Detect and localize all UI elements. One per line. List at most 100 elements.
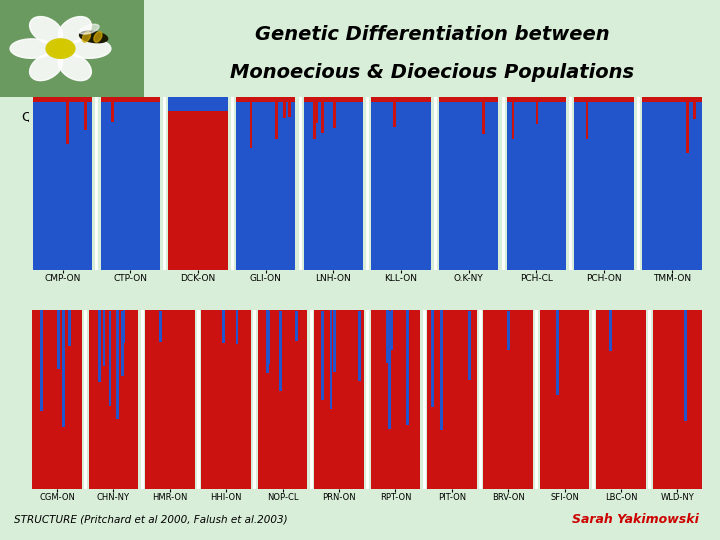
Bar xyxy=(313,103,316,139)
Text: Sarah Yakimowski: Sarah Yakimowski xyxy=(572,513,698,526)
Bar xyxy=(372,103,431,270)
Bar xyxy=(289,103,291,117)
Bar xyxy=(168,97,228,111)
Bar xyxy=(684,310,687,421)
Bar xyxy=(507,97,566,103)
Bar xyxy=(275,103,278,139)
Ellipse shape xyxy=(58,53,91,80)
Bar xyxy=(122,310,125,343)
Bar xyxy=(160,310,162,342)
Bar xyxy=(84,103,87,131)
Bar xyxy=(372,97,431,103)
Bar xyxy=(440,310,443,430)
Bar xyxy=(393,103,395,127)
Ellipse shape xyxy=(94,32,102,42)
Bar xyxy=(250,103,252,148)
Bar xyxy=(536,103,539,124)
Bar xyxy=(642,97,701,103)
Bar xyxy=(388,310,391,429)
Bar xyxy=(386,310,389,363)
Ellipse shape xyxy=(30,53,63,80)
Bar xyxy=(267,310,270,364)
Bar xyxy=(202,310,251,489)
Ellipse shape xyxy=(82,32,91,42)
Bar xyxy=(652,310,702,489)
Bar xyxy=(116,310,119,419)
Text: cluster D: cluster D xyxy=(553,323,616,336)
Bar xyxy=(512,103,514,139)
Bar xyxy=(168,111,228,270)
Ellipse shape xyxy=(68,39,111,58)
Bar xyxy=(406,310,409,425)
Bar xyxy=(686,103,689,153)
Bar xyxy=(609,310,612,352)
Bar xyxy=(103,310,105,366)
Bar xyxy=(358,310,361,381)
Bar xyxy=(101,103,160,270)
Bar xyxy=(482,103,485,133)
Text: Monoecious Populations: Monoecious Populations xyxy=(29,145,237,160)
Bar xyxy=(279,310,282,391)
Ellipse shape xyxy=(79,31,108,43)
Bar xyxy=(540,310,590,489)
Bar xyxy=(235,310,238,344)
Bar xyxy=(222,310,225,343)
Bar xyxy=(283,103,286,118)
Bar xyxy=(98,310,101,382)
Bar xyxy=(575,97,634,103)
Bar xyxy=(507,103,566,270)
Bar xyxy=(121,310,124,376)
Bar xyxy=(596,310,646,489)
Bar xyxy=(145,310,194,489)
Bar xyxy=(62,310,65,427)
Ellipse shape xyxy=(79,24,99,34)
Bar xyxy=(101,97,160,103)
Bar xyxy=(556,310,559,395)
Text: STRUCTURE (Pritchard et al 2000, Falush et al.2003): STRUCTURE (Pritchard et al 2000, Falush … xyxy=(14,515,288,524)
Bar xyxy=(321,310,323,400)
Text: 98% genome: 98% genome xyxy=(446,137,534,150)
Text: Monoecious & Dioecious Populations: Monoecious & Dioecious Populations xyxy=(230,63,634,83)
Bar xyxy=(468,310,471,380)
Text: 91% individuals pure: 91% individuals pure xyxy=(446,341,582,354)
Text: 93% individuals pure: 93% individuals pure xyxy=(446,155,582,168)
Bar xyxy=(371,310,420,489)
Bar xyxy=(431,310,434,407)
Bar xyxy=(333,310,336,372)
Bar xyxy=(304,103,363,270)
Text: D: D xyxy=(594,341,604,354)
Bar xyxy=(586,103,588,139)
Bar xyxy=(321,103,324,133)
Bar xyxy=(89,310,138,489)
Text: 97% genome: 97% genome xyxy=(446,323,534,336)
Bar xyxy=(236,103,295,270)
Text: M: M xyxy=(594,155,606,168)
Ellipse shape xyxy=(58,17,91,44)
Bar xyxy=(483,310,533,489)
Bar xyxy=(439,103,498,270)
Bar xyxy=(266,310,269,373)
Bar xyxy=(68,310,71,346)
Ellipse shape xyxy=(10,39,53,58)
Bar xyxy=(316,103,318,123)
Bar xyxy=(33,103,92,270)
Bar xyxy=(427,310,477,489)
Bar xyxy=(330,310,333,409)
Text: Q: If individuals are assigned to two groups are they monoecy & dioecy?: Q: If individuals are assigned to two gr… xyxy=(22,111,506,124)
Bar xyxy=(109,310,112,407)
Bar xyxy=(304,97,363,103)
Bar xyxy=(258,310,307,489)
Bar xyxy=(112,103,114,122)
Circle shape xyxy=(46,39,75,58)
Bar xyxy=(314,310,364,489)
Text: Dioecious Populations: Dioecious Populations xyxy=(29,331,218,346)
Ellipse shape xyxy=(30,17,63,44)
Bar xyxy=(40,310,43,411)
Bar xyxy=(32,310,82,489)
Bar xyxy=(333,103,336,128)
Bar xyxy=(642,103,701,270)
Text: Genetic Differentiation between: Genetic Differentiation between xyxy=(255,24,609,44)
Bar xyxy=(575,103,634,270)
Bar xyxy=(66,103,69,144)
Bar xyxy=(236,97,295,103)
